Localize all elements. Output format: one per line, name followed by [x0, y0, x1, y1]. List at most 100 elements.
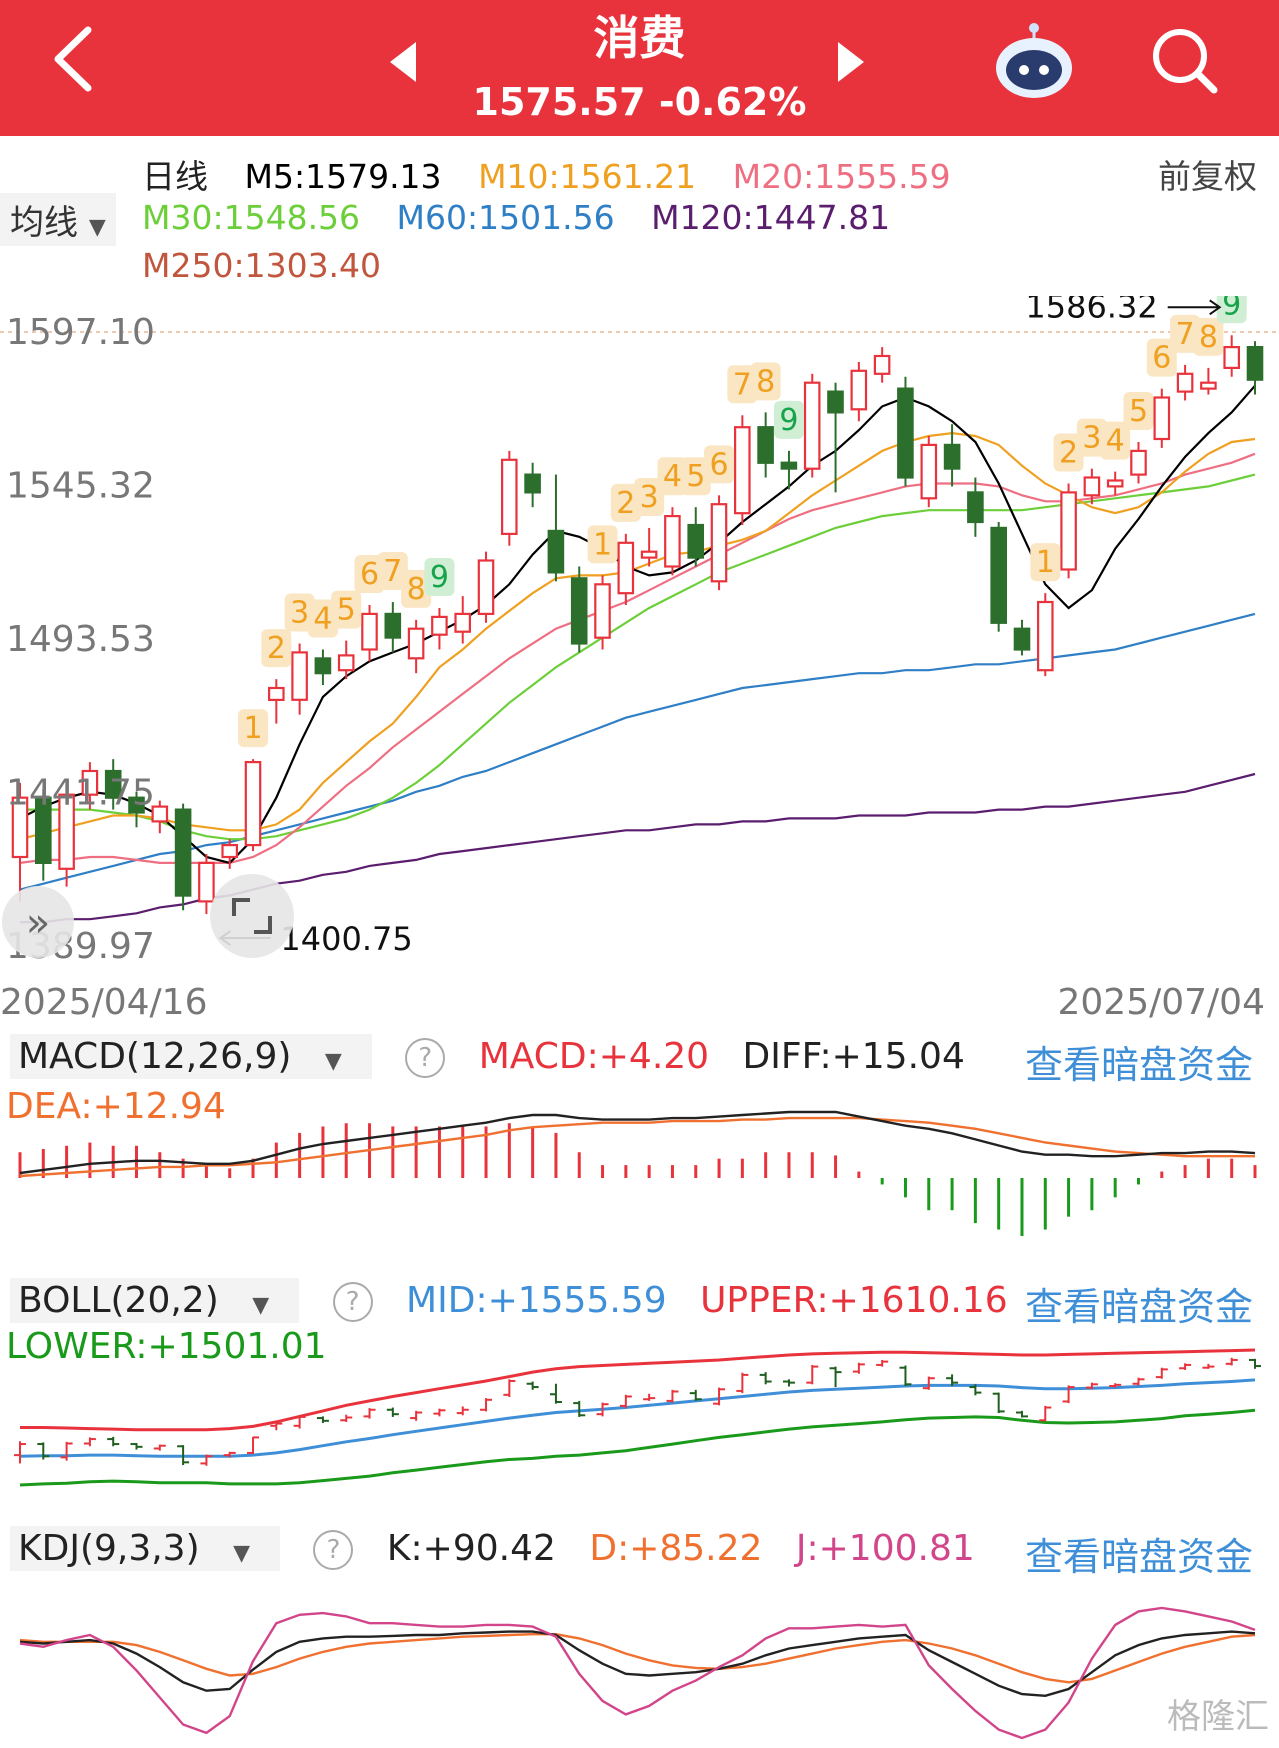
candle-body — [81, 769, 99, 796]
candle-body — [1246, 345, 1264, 381]
candle-body — [151, 805, 169, 823]
td-label: 3 — [634, 477, 665, 516]
td-label-bg — [1053, 433, 1084, 472]
expand-button[interactable]: » — [2, 886, 74, 958]
search-icon[interactable] — [1150, 26, 1220, 96]
td-label-text: 8 — [756, 364, 775, 399]
candle — [454, 596, 471, 644]
candle-body — [407, 627, 425, 660]
td-label-text: 1 — [593, 527, 612, 562]
candle-body — [757, 426, 774, 464]
ma-row-3: M250:1303.40 — [142, 246, 407, 285]
dark-pool-link-kdj[interactable]: 查看暗盘资金 — [1024, 1535, 1253, 1579]
boll-selector[interactable]: BOLL(20,2) ▼ — [10, 1278, 300, 1323]
candle-body — [990, 526, 1007, 624]
candle — [710, 495, 728, 591]
candle — [733, 415, 751, 525]
candle-body — [920, 443, 938, 500]
td-label: 9 — [773, 400, 804, 439]
candle-body — [733, 426, 751, 515]
td-label-text: 1 — [1036, 545, 1055, 580]
td-label: 9 — [424, 557, 455, 596]
candle-body — [1200, 381, 1217, 390]
kdj-selector[interactable]: KDJ(9,3,3) ▼ — [10, 1526, 281, 1571]
candle — [81, 762, 99, 810]
td-label: 8 — [401, 569, 432, 608]
td-label-text: 8 — [407, 572, 426, 607]
candle — [104, 759, 122, 810]
back-icon[interactable] — [48, 24, 98, 94]
robot-assistant-icon[interactable] — [992, 20, 1076, 104]
m30-line — [20, 473, 1256, 841]
dark-pool-link-macd[interactable]: 查看暗盘资金 — [1024, 1043, 1253, 1087]
candle-body — [477, 559, 495, 616]
boll-upper-line — [20, 1348, 1256, 1432]
y-tick-label: 1441.75 — [6, 773, 155, 814]
td-label-text: 3 — [1082, 421, 1101, 456]
candle-body — [268, 686, 285, 701]
candle-body — [640, 550, 658, 559]
candle — [1060, 483, 1077, 579]
candle-body — [570, 577, 588, 645]
candle-body — [827, 390, 844, 414]
prev-arrow-icon[interactable] — [386, 40, 418, 84]
next-arrow-icon[interactable] — [836, 40, 868, 84]
candle — [361, 605, 378, 662]
candle — [244, 759, 262, 852]
candle-body — [1130, 449, 1147, 476]
td-label-bg — [680, 457, 711, 496]
candle-body — [967, 491, 984, 524]
candle-body — [244, 761, 262, 847]
td-label-bg — [401, 569, 432, 608]
td-label: 7 — [1170, 314, 1201, 353]
kdj-k-value: K:+90.42 — [386, 1528, 556, 1569]
candle — [1036, 593, 1054, 677]
candle — [174, 803, 192, 911]
period-label[interactable]: 日线 — [142, 157, 208, 196]
candle — [221, 839, 238, 869]
td-label: 5 — [680, 457, 711, 496]
td-label: 5 — [331, 590, 362, 629]
candle — [640, 527, 658, 567]
td-label: 8 — [1193, 317, 1224, 356]
help-icon[interactable]: ? — [405, 1038, 446, 1078]
td-label-text: 6 — [1152, 341, 1171, 376]
td-label-text: 8 — [1199, 320, 1218, 355]
candle — [1246, 341, 1264, 395]
fullscreen-button[interactable] — [210, 874, 294, 958]
candle-body — [710, 503, 728, 583]
candle — [803, 373, 821, 478]
td-label-bg — [750, 362, 781, 401]
boll-mid-value: MID:+1555.59 — [406, 1280, 667, 1321]
td-label: 5 — [1123, 391, 1154, 430]
td-label-text: 1 — [243, 711, 262, 746]
boll-upper-value: UPPER:+1610.16 — [700, 1280, 1008, 1321]
boll-name: BOLL(20,2) — [18, 1280, 219, 1321]
candle-body — [361, 612, 378, 651]
td-label-bg — [773, 400, 804, 439]
macd-selector[interactable]: MACD(12,26,9) ▼ — [10, 1034, 372, 1079]
kdj-name: KDJ(9,3,3) — [18, 1528, 200, 1569]
date-end: 2025/07/04 — [1057, 982, 1266, 1023]
td-label: 3 — [1076, 418, 1107, 457]
ma-selector[interactable]: 均线 ▼ — [0, 193, 116, 246]
dark-pool-link-boll[interactable]: 查看暗盘资金 — [1024, 1285, 1253, 1329]
td-label-bg — [1193, 317, 1224, 356]
help-icon[interactable]: ? — [313, 1530, 354, 1570]
candle — [198, 854, 215, 915]
candle-body — [34, 796, 52, 865]
candles — [11, 335, 1264, 915]
candle-body — [1013, 627, 1031, 651]
candle-body — [174, 808, 192, 897]
ma20-value: M20:1555.59 — [732, 157, 951, 196]
fq-selector[interactable]: 前复权 — [1158, 157, 1257, 196]
candle-body — [780, 461, 798, 470]
dropdown-arrow-icon: ▼ — [324, 1049, 342, 1074]
candle — [337, 640, 355, 680]
header-bar: 消费 1575.57 -0.62% — [0, 0, 1279, 136]
help-icon[interactable]: ? — [332, 1282, 373, 1322]
td-label-text: 7 — [383, 554, 402, 589]
date-start: 2025/04/16 — [0, 982, 208, 1023]
